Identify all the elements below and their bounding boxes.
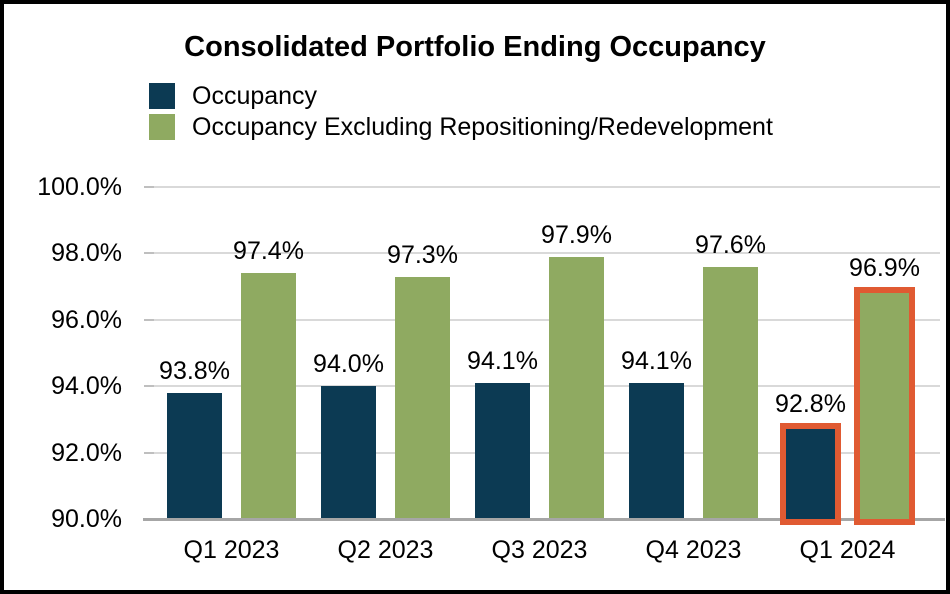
data-label: 93.8%: [159, 356, 230, 385]
bar-occupancy: [475, 382, 530, 519]
bar-occupancy: [321, 386, 376, 519]
gridline: [152, 252, 940, 255]
bar-occupancy-excluding: [549, 256, 604, 519]
data-label: 97.4%: [233, 237, 304, 266]
data-label: 94.0%: [313, 350, 384, 379]
bar-occupancy-excluding: [241, 273, 296, 519]
legend-label-occupancy-excluding-repositioning: Occupancy Excluding Repositioning/Redeve…: [192, 113, 773, 141]
data-label: 96.9%: [849, 253, 920, 282]
legend-item-occupancy-excluding-repositioning: Occupancy Excluding Repositioning/Redeve…: [149, 114, 773, 140]
legend-item-occupancy: Occupancy: [149, 83, 773, 109]
bar-occupancy-highlighted: [780, 423, 841, 525]
bar-occupancy: [629, 382, 684, 519]
legend-swatch-occupancy: [149, 83, 175, 109]
y-axis-tick: [144, 186, 154, 188]
y-axis-tick-label: 90.0%: [51, 505, 122, 533]
y-axis-tick: [144, 252, 154, 255]
y-axis-tick: [144, 451, 154, 454]
bar-occupancy: [167, 392, 222, 519]
y-axis-tick-label: 96.0%: [51, 305, 122, 334]
y-axis-tick-label: 92.0%: [51, 438, 122, 467]
gridline: [152, 186, 940, 188]
y-axis-tick-label: 98.0%: [51, 239, 122, 268]
data-label: 97.3%: [387, 240, 458, 269]
data-label: 92.8%: [775, 390, 846, 419]
bar-occupancy-excluding-highlighted: [854, 286, 915, 525]
y-axis-tick: [144, 318, 154, 321]
legend: Occupancy Occupancy Excluding Reposition…: [149, 83, 773, 145]
y-axis-tick-label: 100.0%: [37, 173, 122, 201]
gridline: [152, 451, 940, 454]
plot-area: 100.0% 98.0% 96.0% 94.0% 92.0% 90.0% 93.8% 97.4…: [4, 4, 946, 590]
legend-label-occupancy: Occupancy: [192, 82, 318, 110]
data-label: 97.9%: [541, 220, 612, 249]
bar-occupancy-excluding: [395, 276, 450, 519]
gridline: [152, 385, 940, 388]
chart-title: Consolidated Portfolio Ending Occupancy: [184, 31, 766, 63]
x-axis-line: [143, 518, 945, 521]
y-axis-tick: [144, 385, 154, 388]
x-axis-tick-label: Q2 2023: [337, 536, 434, 564]
data-label: 97.6%: [695, 230, 766, 259]
bar-occupancy-excluding: [703, 266, 758, 519]
x-axis-tick-label: Q1 2023: [183, 536, 280, 564]
legend-swatch-occupancy-excluding-repositioning: [149, 114, 175, 140]
data-label: 94.1%: [467, 346, 538, 375]
x-axis-tick-label: Q4 2023: [645, 536, 742, 564]
y-axis-tick-label: 94.0%: [51, 372, 122, 401]
data-label: 94.1%: [621, 346, 692, 375]
x-axis-tick-label: Q1 2024: [799, 536, 896, 564]
x-axis-tick-label: Q3 2023: [491, 536, 588, 564]
gridline: [152, 318, 940, 321]
